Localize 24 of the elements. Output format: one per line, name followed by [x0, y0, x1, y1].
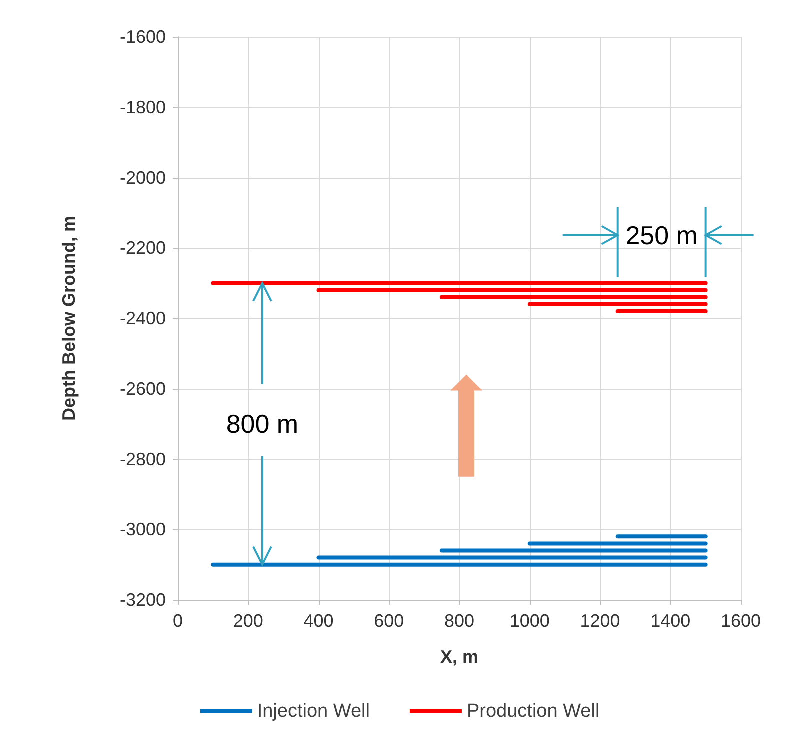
y-tick-label: -3200	[120, 590, 166, 610]
x-tick-label: 1400	[650, 611, 691, 631]
x-tick-label: 800	[444, 611, 475, 631]
y-tick-label: -2200	[120, 238, 166, 258]
x-tick-label: 1000	[510, 611, 550, 631]
x-tick-label: 400	[304, 611, 334, 631]
x-tick-label: 0	[172, 611, 184, 631]
y-tick-label: -2600	[120, 378, 166, 399]
y-axis-title: Depth Below Ground, m	[59, 216, 79, 421]
x-tick-label: 600	[374, 611, 404, 631]
x-axis-title: X, m	[440, 647, 479, 667]
y-tick-label: -2800	[120, 449, 166, 470]
legend-label: Injection Well	[257, 701, 370, 722]
legend-label: Production Well	[466, 701, 600, 722]
x-tick-label: 1600	[720, 611, 762, 631]
y-tick-label: -2000	[120, 168, 166, 188]
y-tick-label: -1600	[120, 27, 166, 47]
annotation: 250 m	[626, 220, 698, 250]
y-tick-label: -1800	[120, 97, 166, 118]
x-tick-label: 200	[233, 611, 264, 631]
annotation: 800 m	[226, 409, 299, 440]
x-tick-label: 1200	[580, 611, 620, 631]
y-tick-label: -2400	[120, 308, 166, 328]
y-tick-label: -3000	[120, 520, 166, 540]
